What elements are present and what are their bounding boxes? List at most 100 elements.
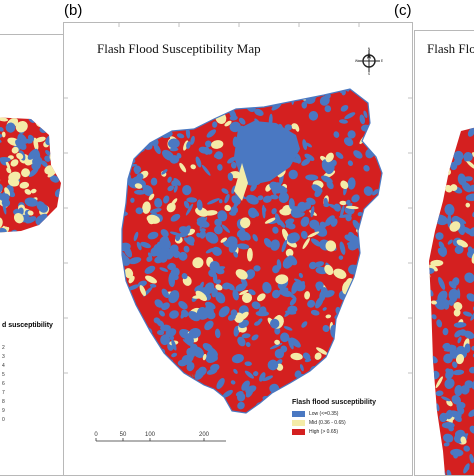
- susceptibility-patch: [337, 324, 346, 336]
- susceptibility-patch: [379, 299, 390, 307]
- susceptibility-patch: [372, 127, 376, 135]
- susceptibility-patch: [319, 85, 324, 94]
- susceptibility-patch: [378, 151, 384, 156]
- susceptibility-patch: [167, 391, 174, 397]
- susceptibility-patch: [170, 399, 179, 411]
- panel-c: Flash Flo: [414, 30, 474, 476]
- susceptibility-patch: [204, 406, 217, 412]
- susceptibility-patch: [172, 84, 184, 97]
- susceptibility-patch: [165, 405, 178, 419]
- panel-a-legend-item: 0: [2, 417, 5, 423]
- legend-swatch-low: [292, 411, 305, 417]
- susceptibility-patch: [115, 289, 126, 298]
- panel-c-map: [415, 31, 474, 475]
- susceptibility-patch: [192, 97, 206, 112]
- susceptibility-patch: [43, 225, 55, 236]
- panel-a-legend-item: 7: [2, 390, 5, 396]
- susceptibility-patch: [167, 414, 175, 422]
- susceptibility-patch: [378, 273, 387, 282]
- susceptibility-patch: [374, 321, 384, 331]
- susceptibility-patch: [372, 344, 383, 357]
- susceptibility-patch: [126, 137, 136, 146]
- susceptibility-patch: [120, 157, 128, 166]
- susceptibility-patch: [125, 414, 136, 424]
- susceptibility-patch: [348, 321, 359, 331]
- susceptibility-patch: [258, 85, 268, 96]
- susceptibility-patch: [131, 80, 137, 94]
- susceptibility-patch: [163, 103, 177, 111]
- susceptibility-patch: [122, 116, 132, 130]
- susceptibility-patch: [337, 381, 348, 392]
- susceptibility-patch: [117, 311, 123, 323]
- susceptibility-patch: [135, 94, 141, 106]
- susceptibility-patch: [127, 101, 139, 116]
- susceptibility-patch: [138, 393, 142, 401]
- scale-bar: 0 50 100 200: [92, 429, 232, 451]
- susceptibility-patch: [419, 433, 432, 447]
- susceptibility-patch: [343, 346, 357, 360]
- susceptibility-patch: [193, 101, 207, 115]
- susceptibility-patch: [384, 399, 390, 405]
- susceptibility-patch: [159, 361, 172, 373]
- susceptibility-patch: [203, 386, 208, 397]
- susceptibility-patch: [442, 131, 452, 141]
- susceptibility-patch: [430, 455, 441, 461]
- susceptibility-patch: [379, 296, 392, 309]
- panel-a-map: [0, 35, 63, 475]
- susceptibility-patch: [133, 85, 144, 91]
- susceptibility-patch: [144, 114, 156, 126]
- susceptibility-patch: [427, 119, 432, 124]
- susceptibility-patch: [116, 147, 126, 160]
- susceptibility-patch: [465, 343, 471, 353]
- susceptibility-patch: [358, 349, 372, 362]
- susceptibility-patch: [380, 281, 384, 287]
- susceptibility-patch: [299, 392, 308, 399]
- susceptibility-patch: [349, 318, 357, 325]
- scale-label-200: 200: [199, 432, 210, 438]
- susceptibility-patch: [380, 186, 390, 200]
- susceptibility-patch: [425, 463, 436, 475]
- susceptibility-patch: [149, 342, 154, 348]
- susceptibility-patch: [356, 310, 366, 314]
- scale-label-0: 0: [94, 432, 98, 438]
- susceptibility-patch: [121, 363, 129, 370]
- susceptibility-patch: [382, 204, 389, 212]
- susceptibility-patch: [158, 100, 167, 109]
- susceptibility-patch: [124, 301, 132, 309]
- susceptibility-patch: [130, 335, 140, 350]
- susceptibility-patch: [128, 336, 138, 348]
- susceptibility-patch: [132, 412, 147, 427]
- susceptibility-patch: [437, 127, 447, 138]
- susceptibility-patch: [371, 318, 376, 329]
- susceptibility-patch: [164, 111, 169, 116]
- panel-b-tag: (b): [64, 2, 82, 19]
- map-landmass: [114, 79, 397, 427]
- susceptibility-patch: [175, 380, 185, 391]
- susceptibility-patch: [125, 402, 136, 414]
- susceptibility-patch: [346, 347, 356, 354]
- susceptibility-patch: [425, 416, 437, 424]
- susceptibility-patch: [186, 113, 197, 125]
- susceptibility-patch: [364, 311, 370, 323]
- susceptibility-patch: [360, 376, 371, 388]
- susceptibility-patch: [361, 346, 373, 355]
- susceptibility-patch: [54, 165, 61, 172]
- susceptibility-patch: [137, 124, 149, 137]
- susceptibility-patch: [136, 392, 145, 403]
- susceptibility-patch: [366, 273, 380, 288]
- susceptibility-patch: [362, 354, 377, 367]
- susceptibility-patch: [129, 367, 143, 379]
- susceptibility-patch: [379, 111, 389, 124]
- susceptibility-patch: [317, 378, 324, 385]
- legend-item-mid: Mid (0.36 - 0.65): [292, 418, 376, 427]
- susceptibility-patch: [375, 365, 388, 372]
- susceptibility-patch: [342, 301, 355, 316]
- susceptibility-patch: [375, 298, 387, 313]
- susceptibility-patch: [352, 293, 360, 301]
- susceptibility-patch: [386, 167, 392, 178]
- susceptibility-patch: [118, 412, 130, 425]
- susceptibility-patch: [386, 403, 392, 409]
- susceptibility-patch: [175, 92, 186, 103]
- susceptibility-patch: [122, 150, 133, 161]
- susceptibility-patch: [377, 382, 387, 396]
